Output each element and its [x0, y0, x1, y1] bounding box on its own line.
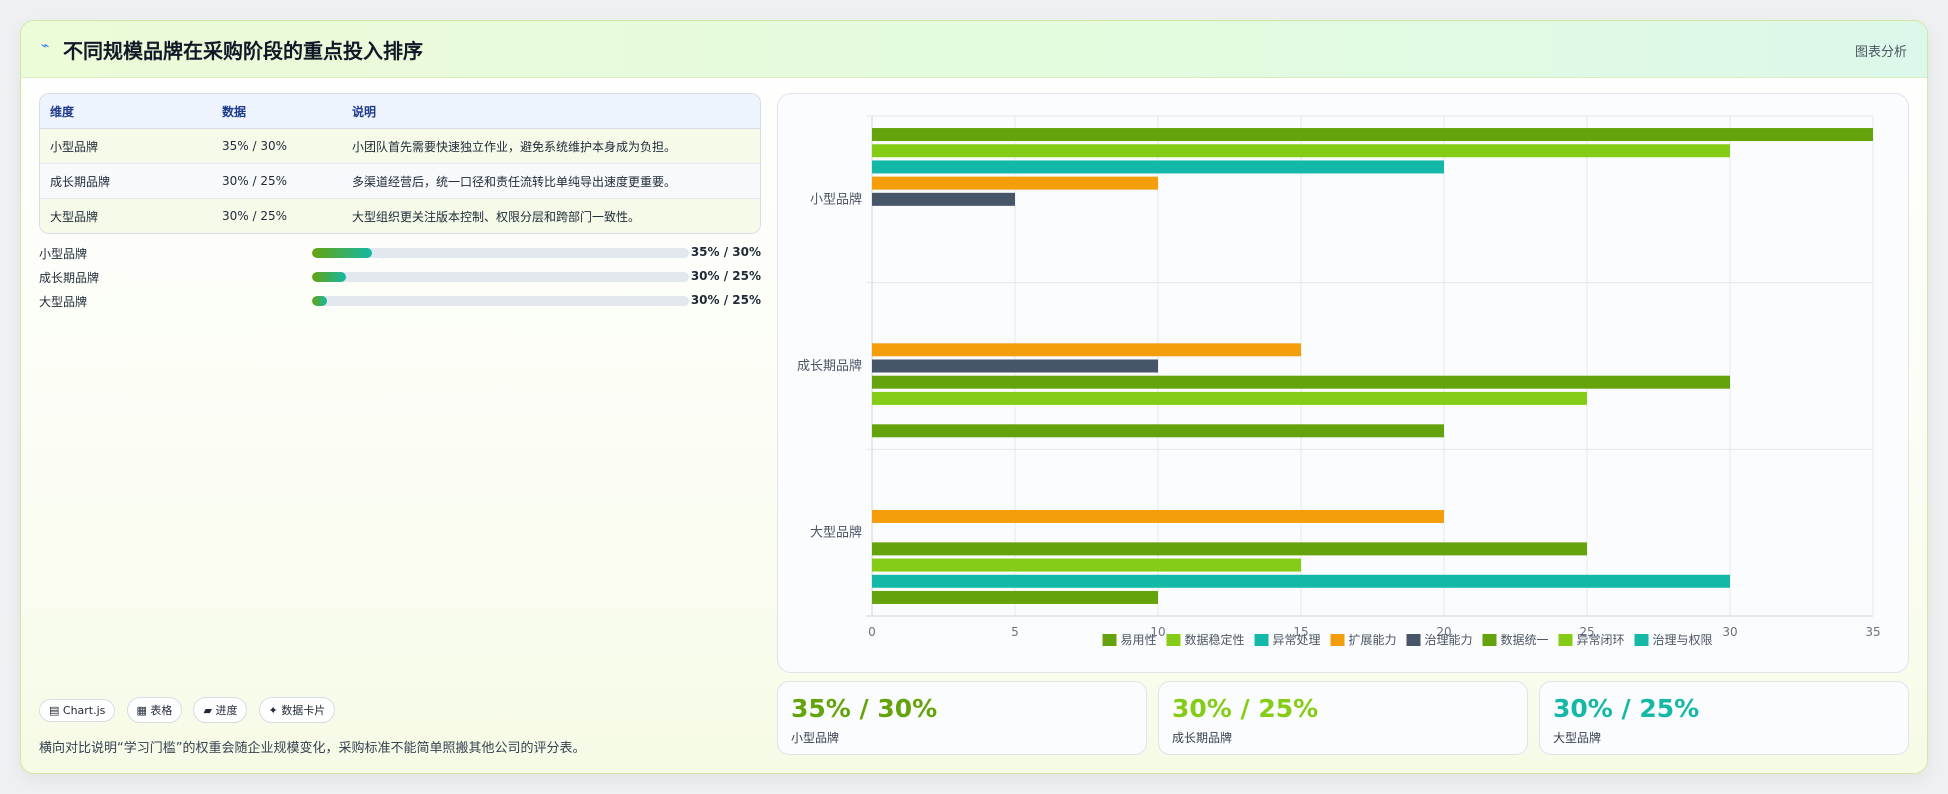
legend-swatch [1166, 634, 1181, 646]
table-row: 成长期品牌 30% / 25% 多渠道经营后，统一口径和责任流转比单纯导出速度更… [40, 164, 760, 199]
bar [872, 590, 1158, 604]
stat-card: 30% / 25% 成长期品牌 [1158, 681, 1528, 755]
stat-value: 35% / 30% [791, 694, 938, 723]
progress-value: 30% / 25% [690, 269, 761, 283]
table-header-dimension: 维度 [40, 94, 212, 129]
progress-row: 大型品牌 30% / 25% [39, 291, 761, 311]
x-tick-label: 15 [1293, 625, 1308, 639]
bar [872, 343, 1301, 357]
legend-label: 异常处理 [1272, 633, 1320, 647]
bar [872, 574, 1730, 588]
progress-track [312, 272, 689, 282]
table-header-data: 数据 [212, 94, 342, 129]
data-table: 维度 数据 说明 小型品牌 35% / 30% 小团队首先需要快速独立作业，避免… [39, 93, 761, 234]
y-tick-label: 成长期品牌 [797, 358, 862, 374]
legend-swatch [1330, 634, 1345, 646]
table-cell: 大型品牌 [40, 199, 212, 233]
progress-label: 大型品牌 [39, 295, 88, 309]
stat-value: 30% / 25% [1553, 694, 1700, 723]
y-tick-label: 大型品牌 [810, 525, 862, 541]
legend-swatch [1558, 634, 1573, 646]
y-tick-label: 小型品牌 [810, 191, 862, 207]
progress-fill [312, 248, 373, 258]
bar [872, 160, 1444, 174]
table-row: 小型品牌 35% / 30% 小团队首先需要快速独立作业，避免系统维护本身成为负… [40, 129, 760, 164]
feature-chips: ▤ Chart.js ▦ 表格 ▰ 进度 ✦ 数据卡片 [39, 697, 341, 723]
footnote: 横向对比说明“学习门槛”的权重会随企业规模变化，采购标准不能简单照搬其他公司的评… [39, 741, 586, 756]
legend-swatch [1634, 634, 1649, 646]
stat-card: 35% / 30% 小型品牌 [777, 681, 1147, 755]
table-header-row: 维度 数据 说明 [40, 94, 760, 129]
chip-data-cards[interactable]: ✦ 数据卡片 [258, 697, 336, 723]
legend-label: 异常闭环 [1577, 633, 1625, 647]
card-header: ⌁ 不同规模品牌在采购阶段的重点投入排序 图表分析 [21, 21, 1927, 78]
legend-label: 治理能力 [1425, 633, 1473, 647]
legend-swatch [1406, 634, 1421, 646]
progress-track [312, 248, 689, 258]
table-cell: 小型品牌 [40, 129, 212, 164]
progress-row: 小型品牌 35% / 30% [39, 243, 761, 263]
bar [872, 558, 1301, 572]
x-tick-label: 35 [1865, 625, 1880, 639]
bar [872, 192, 1015, 206]
legend-label: 治理与权限 [1653, 633, 1713, 647]
stat-label: 小型品牌 [791, 731, 840, 745]
legend-swatch [1254, 634, 1269, 646]
table-cell: 35% / 30% [212, 129, 342, 164]
report-card: ⌁ 不同规模品牌在采购阶段的重点投入排序 图表分析 维度 数据 说明 小型品牌 … [20, 20, 1928, 774]
table-cell: 30% / 25% [212, 199, 342, 233]
table-cell: 30% / 25% [212, 164, 342, 199]
progress-label: 小型品牌 [39, 247, 88, 261]
table-header-note: 说明 [342, 94, 760, 129]
legend-label: 数据统一 [1501, 632, 1549, 647]
legend-label: 易用性 [1120, 633, 1156, 647]
chip-table[interactable]: ▦ 表格 [126, 697, 183, 723]
progress-fill [312, 272, 346, 282]
bar [872, 128, 1873, 142]
chart-trend-icon: ⌁ [41, 38, 50, 54]
chip-progress[interactable]: ▰ 进度 [193, 697, 248, 723]
table-cell: 多渠道经营后，统一口径和责任流转比单纯导出速度更重要。 [342, 164, 760, 199]
section-tag: 图表分析 [1854, 45, 1907, 60]
legend-swatch [1482, 634, 1497, 646]
stat-value: 30% / 25% [1172, 694, 1319, 723]
bar [872, 375, 1730, 389]
bar [872, 424, 1444, 438]
bar [872, 509, 1444, 523]
legend-label: 扩展能力 [1348, 633, 1396, 647]
chip-chartjs[interactable]: ▤ Chart.js [39, 699, 116, 722]
progress-value: 35% / 30% [690, 245, 761, 259]
table-cell: 成长期品牌 [40, 164, 212, 199]
legend-swatch [1102, 634, 1117, 646]
chart-panel: 0 5 10 15 20 25 30 35 小型品牌成长期品牌大型品牌易用性 数据稳定性 异常处理 扩… [777, 93, 1909, 673]
table-row: 大型品牌 30% / 25% 大型组织更关注版本控制、权限分层和跨部门一致性。 [40, 199, 760, 233]
progress-value: 30% / 25% [690, 293, 761, 307]
bar [872, 391, 1587, 405]
legend-label: 数据稳定性 [1184, 632, 1244, 647]
x-tick-label: 10 [1150, 625, 1165, 639]
x-tick-label: 0 [868, 625, 876, 639]
stat-label: 成长期品牌 [1172, 731, 1233, 745]
x-tick-label: 25 [1579, 625, 1594, 639]
progress-track [312, 296, 689, 306]
bar [872, 542, 1587, 556]
bar [872, 359, 1158, 373]
stat-card: 30% / 25% 大型品牌 [1539, 681, 1909, 755]
table-cell: 小团队首先需要快速独立作业，避免系统维护本身成为负担。 [342, 129, 760, 164]
progress-row: 成长期品牌 30% / 25% [39, 267, 761, 287]
stat-label: 大型品牌 [1553, 731, 1602, 745]
x-tick-label: 5 [1011, 625, 1019, 639]
bar [872, 144, 1730, 158]
progress-label: 成长期品牌 [39, 271, 100, 285]
bar [872, 176, 1158, 190]
progress-fill [312, 296, 328, 306]
x-tick-label: 30 [1722, 625, 1737, 639]
x-tick-label: 20 [1436, 625, 1451, 639]
page-title: 不同规模品牌在采购阶段的重点投入排序 [63, 39, 423, 63]
table-cell: 大型组织更关注版本控制、权限分层和跨部门一致性。 [342, 199, 760, 233]
